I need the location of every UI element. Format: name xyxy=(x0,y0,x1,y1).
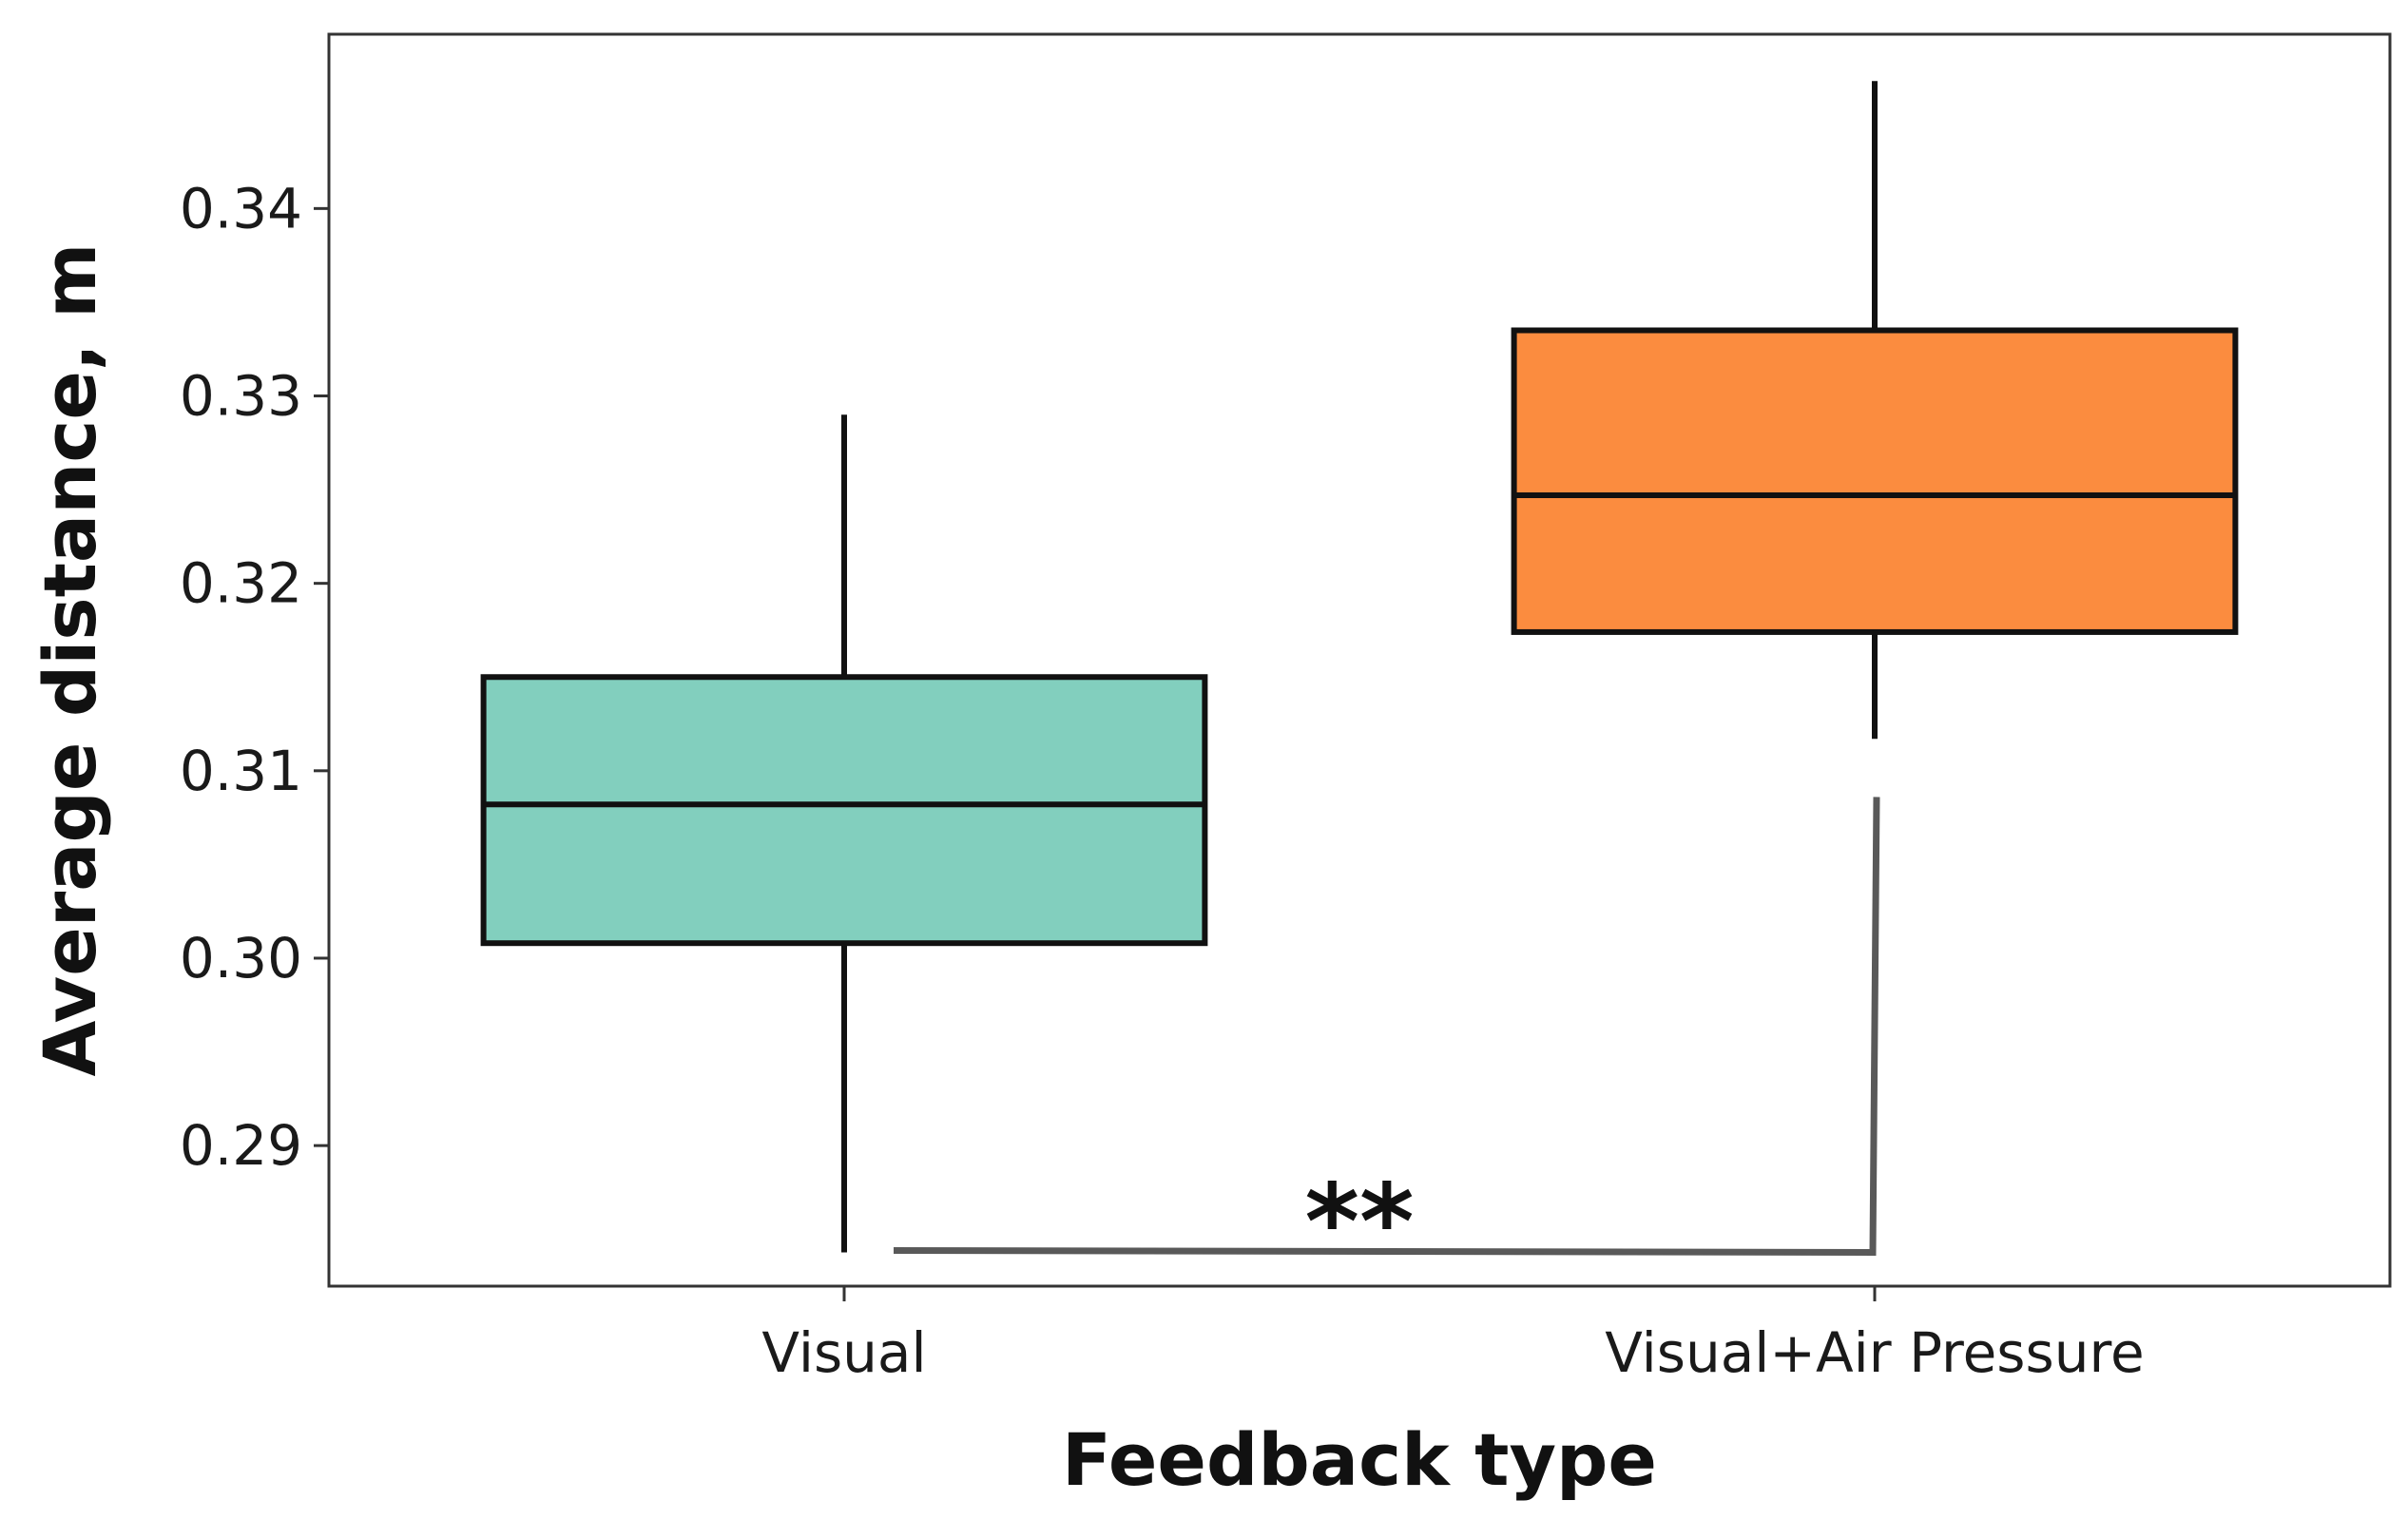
y-tick-label: 0.29 xyxy=(180,1113,302,1178)
plot-area-frame xyxy=(327,32,2392,1288)
y-axis: 0.29 0.30 0.31 0.32 0.33 0.34 xyxy=(180,176,329,1178)
x-tick-label: Visual+Air Pressure xyxy=(1605,1320,2144,1385)
x-axis-title: Feedback type xyxy=(1062,1417,1657,1502)
iqr-box xyxy=(1511,327,2239,635)
y-tick-label: 0.31 xyxy=(180,739,302,803)
box-series xyxy=(480,81,2239,1253)
significance-label: ** xyxy=(1304,1162,1414,1283)
y-tick-label: 0.34 xyxy=(180,176,302,240)
y-axis-title: Average distance, m xyxy=(28,243,112,1077)
x-axis: Visual Visual+Air Pressure xyxy=(761,1286,2145,1385)
y-tick-label: 0.33 xyxy=(180,364,302,429)
x-tick-label: Visual xyxy=(761,1320,926,1385)
box-visual-air-pressure xyxy=(1511,81,2239,740)
y-tick-label: 0.30 xyxy=(180,926,302,991)
significance-bracket: ** xyxy=(893,797,1880,1283)
y-tick-label: 0.32 xyxy=(180,551,302,616)
iqr-box xyxy=(480,674,1208,947)
significance-line xyxy=(893,797,1880,1257)
box-visual xyxy=(480,414,1208,1253)
